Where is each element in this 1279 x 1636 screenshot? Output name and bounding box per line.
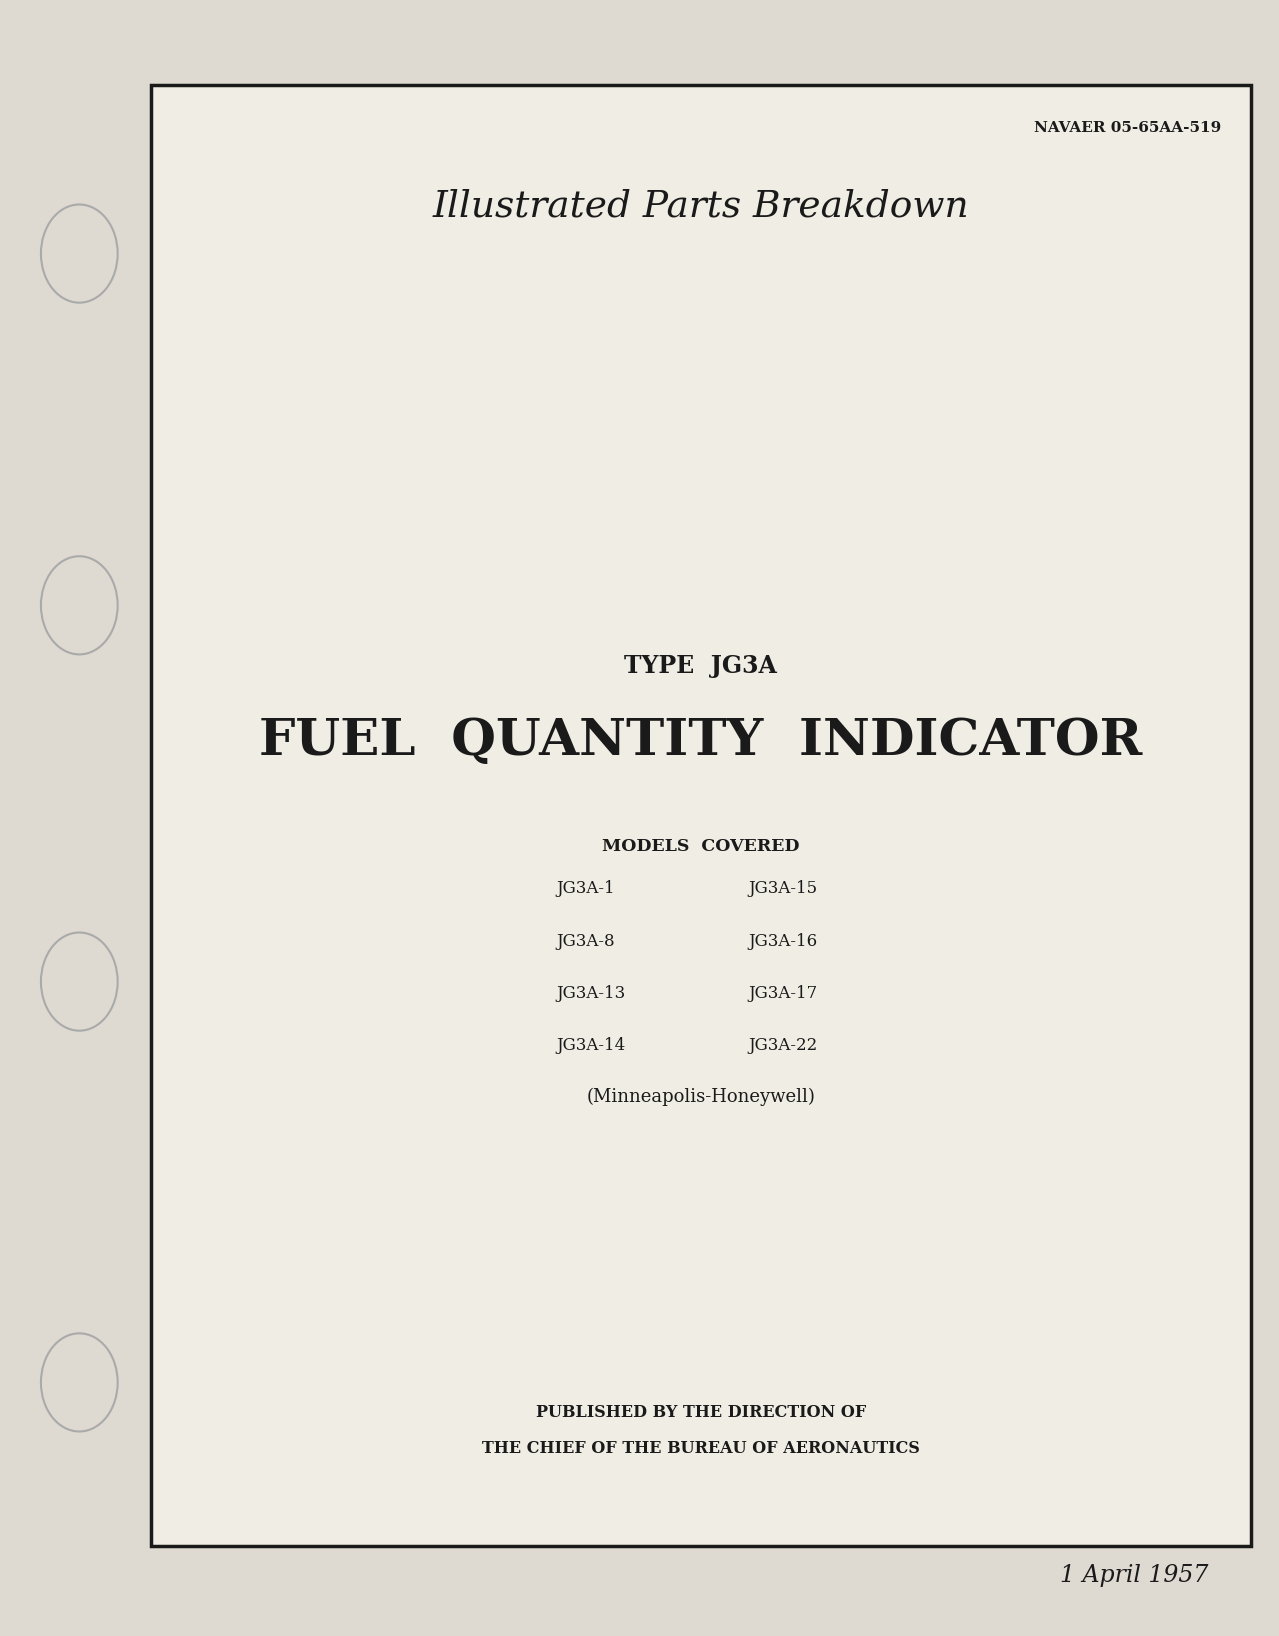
Text: NAVAER 05-65AA-519: NAVAER 05-65AA-519 bbox=[1035, 121, 1221, 136]
Circle shape bbox=[41, 204, 118, 303]
Text: JG3A-8: JG3A-8 bbox=[556, 933, 615, 949]
Bar bbox=[151, 85, 1251, 1546]
Text: JG3A-14: JG3A-14 bbox=[556, 1037, 625, 1054]
Circle shape bbox=[41, 556, 118, 654]
Text: JG3A-22: JG3A-22 bbox=[748, 1037, 817, 1054]
Text: (Minneapolis-Honeywell): (Minneapolis-Honeywell) bbox=[587, 1088, 815, 1106]
Text: JG3A-15: JG3A-15 bbox=[748, 880, 817, 897]
Text: THE CHIEF OF THE BUREAU OF AERONAUTICS: THE CHIEF OF THE BUREAU OF AERONAUTICS bbox=[482, 1440, 920, 1456]
Circle shape bbox=[41, 1333, 118, 1432]
Text: PUBLISHED BY THE DIRECTION OF: PUBLISHED BY THE DIRECTION OF bbox=[536, 1404, 866, 1420]
Text: JG3A-16: JG3A-16 bbox=[748, 933, 817, 949]
Text: JG3A-13: JG3A-13 bbox=[556, 985, 625, 1001]
Text: MODELS  COVERED: MODELS COVERED bbox=[602, 838, 799, 854]
Text: TYPE  JG3A: TYPE JG3A bbox=[624, 654, 778, 679]
Text: JG3A-1: JG3A-1 bbox=[556, 880, 615, 897]
Text: 1 April 1957: 1 April 1957 bbox=[1060, 1564, 1209, 1587]
Text: JG3A-17: JG3A-17 bbox=[748, 985, 817, 1001]
Text: FUEL  QUANTITY  INDICATOR: FUEL QUANTITY INDICATOR bbox=[260, 717, 1142, 766]
Text: Illustrated Parts Breakdown: Illustrated Parts Breakdown bbox=[432, 188, 969, 224]
Circle shape bbox=[41, 933, 118, 1031]
